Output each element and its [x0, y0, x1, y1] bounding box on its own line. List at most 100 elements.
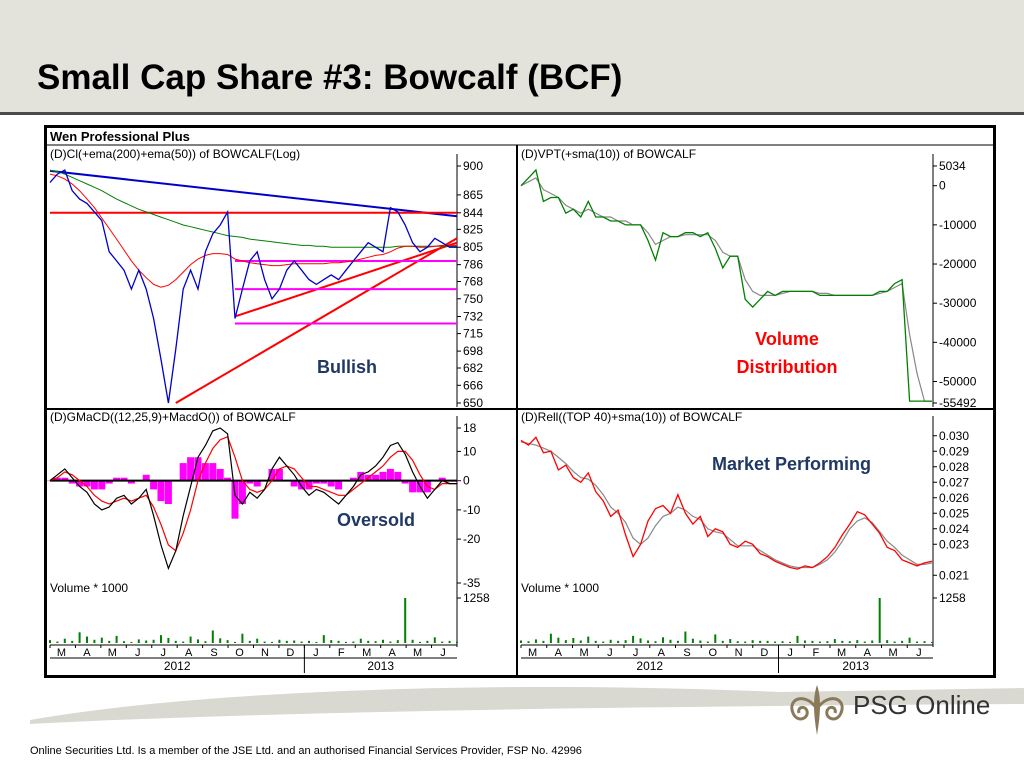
volume-right-bar [908, 637, 911, 643]
volume-right-bar [661, 637, 664, 643]
macd-oscillator-bar [327, 480, 335, 487]
volume-right-bar [594, 640, 597, 643]
vpt-sma-line [520, 177, 932, 402]
volume-right-bar [893, 641, 896, 643]
volume-left-bar [248, 640, 251, 643]
macd-oscillator-bar [224, 477, 232, 481]
price-axis-tick-label: 825 [463, 222, 483, 236]
time-axis-right-month-label: A [555, 647, 563, 659]
rel-panel-title: (D)Rell((TOP 40)+sma(10)) of BOWCALF [521, 410, 742, 424]
time-axis-left-month-label: A [185, 647, 193, 659]
volume-left-bar [441, 641, 444, 643]
volume-left-bar [278, 639, 281, 643]
price-axis-tick-label: 715 [463, 327, 483, 341]
price-axis-tick-label: 698 [463, 344, 483, 358]
volume-right-bar [871, 640, 874, 643]
macd-oscillator-bar [201, 463, 209, 481]
macd-oscillator-bar [98, 480, 106, 490]
volume-left-bar [389, 641, 392, 643]
time-axis-left-month-label: A [83, 647, 91, 659]
volume-left-bar [234, 641, 236, 643]
volume-right-bar [796, 635, 799, 643]
macd-oscillator-bar [53, 477, 61, 481]
volume-left-bar [86, 636, 88, 643]
volume-right-bar [520, 640, 522, 643]
time-axis-right-month-label: J [607, 647, 613, 659]
volume-right-bar [699, 640, 702, 643]
volume-right-bar [774, 641, 777, 643]
logo-text: PSG Online [853, 690, 991, 720]
macd-oscillator-bar [105, 480, 113, 484]
macd-oscillator-bar [120, 477, 128, 481]
vpt-axis-tick-label: -40000 [939, 335, 977, 349]
time-axis-right-month-label: S [683, 647, 690, 659]
vpt-axis-tick-label: -20000 [939, 257, 977, 271]
volume-left-bar [411, 639, 414, 643]
time-axis-right-month-label: M [889, 647, 898, 659]
volume-left-bar [211, 630, 214, 643]
volume-right-bar [766, 640, 769, 643]
volume-left-bar [241, 633, 244, 643]
macd-oscillator-bar [394, 471, 402, 481]
volume-left-bar [448, 640, 451, 643]
macd-oscillator-bar [372, 474, 380, 481]
time-axis-right-month-label: M [528, 647, 537, 659]
price-annotation: Bullish [317, 357, 377, 377]
volume-right-bar [676, 640, 679, 643]
macd-oscillator-bar [409, 480, 417, 493]
vpt-axis-tick-label: -10000 [939, 218, 977, 232]
macd-oscillator-bar [76, 480, 84, 487]
volume-right-bar [744, 641, 747, 643]
time-axis-left-month-label: J [440, 647, 446, 659]
volume-left-bar [71, 640, 74, 643]
time-axis-right-month-label: N [735, 647, 743, 659]
vpt-line [520, 168, 932, 402]
time-axis-left-month-label: N [261, 647, 269, 659]
volume-right-bar [632, 635, 635, 643]
volume-left-bar [426, 640, 429, 643]
volume-left-bar [130, 641, 133, 643]
macd-oscillator-bar [401, 480, 409, 484]
time-axis-left-month-label: J [160, 647, 166, 659]
volume-left-bar [182, 641, 185, 643]
volume-left-bar [219, 638, 222, 643]
price-ema50-line [49, 173, 457, 288]
time-axis-right-month-label: J [633, 647, 639, 659]
price-drawn-line [175, 237, 458, 404]
macd-oscillator-bar [246, 480, 254, 484]
disclaimer: Online Securities Ltd. Is a member of th… [30, 745, 582, 757]
time-axis-left-year-label: 2013 [367, 659, 394, 673]
volume-left-bar [174, 640, 177, 643]
volume-right-bar [557, 637, 560, 643]
rel-axis-tick-label: 0.028 [939, 460, 969, 474]
volume-right-bar [706, 641, 709, 643]
time-axis-left-month-label: J [313, 647, 319, 659]
volume-right-bar [848, 641, 851, 643]
macd-oscillator-bar [335, 480, 343, 490]
volume-left-bar [160, 635, 162, 643]
volume-left-bar [152, 639, 155, 643]
volume-right-bar [542, 640, 545, 643]
volume-right-bar [833, 639, 836, 643]
price-axis-tick-label: 805 [463, 240, 483, 254]
volume-left-bar [315, 641, 318, 643]
macd-axis-tick-label: 18 [463, 421, 477, 435]
rel-sma-line [520, 441, 933, 569]
rel-axis-tick-label: 0.027 [939, 475, 969, 489]
volume-right-bar [901, 640, 904, 643]
volume-left-bar [123, 641, 125, 643]
macd-oscillator-bar [90, 480, 98, 490]
rel-annotation: Market Performing [712, 454, 871, 474]
price-drawn-line [49, 169, 458, 218]
volume-right-bar [886, 640, 889, 643]
vpt-annotation-line1: Volume [755, 329, 819, 349]
volume-right-bar [609, 639, 612, 643]
macd-oscillator-bar [194, 457, 202, 481]
volume-left-bar [300, 641, 303, 643]
volume-right-bar [781, 641, 784, 643]
macd-oscillator-bar [290, 480, 298, 487]
macd-signal-line [49, 436, 457, 552]
header-rule [0, 112, 1024, 115]
macd-axis-tick-label: -20 [463, 532, 481, 546]
price-axis-tick-label: 750 [463, 292, 483, 306]
